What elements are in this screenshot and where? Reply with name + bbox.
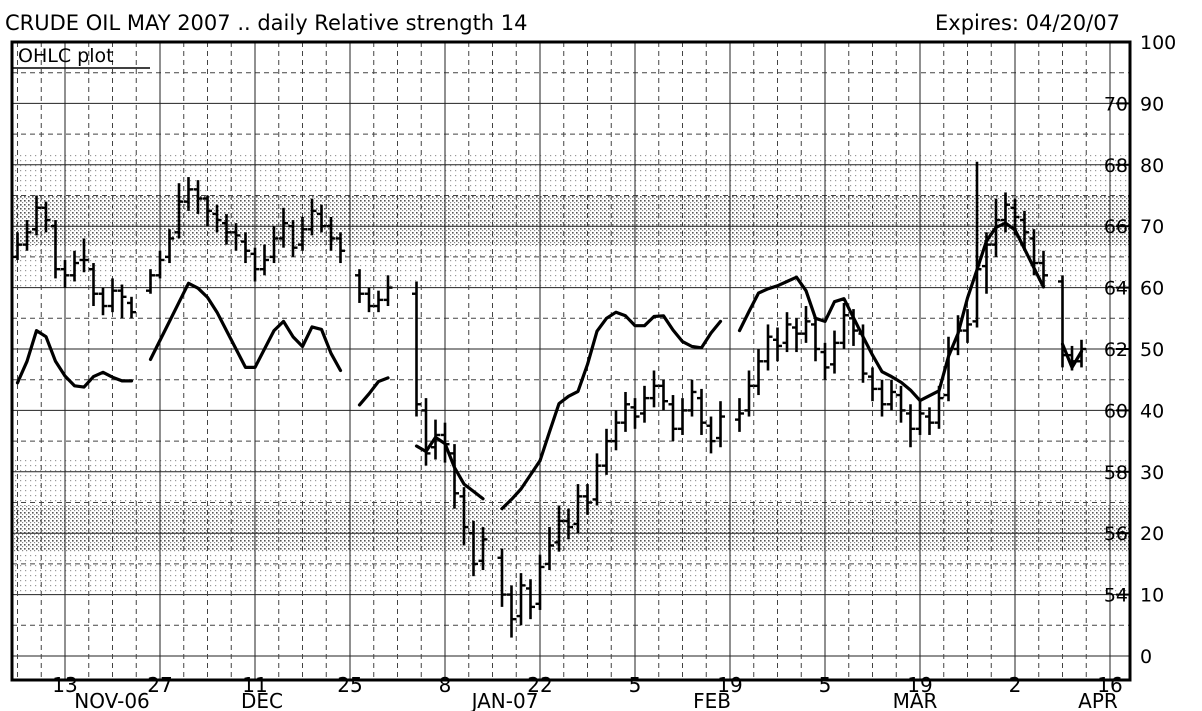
x-tick-label: 5 bbox=[819, 673, 832, 697]
y2-tick-label: 30 bbox=[1140, 462, 1164, 484]
month-label: DEC bbox=[241, 689, 283, 711]
x-tick-label: 16 bbox=[1097, 673, 1122, 697]
chart-title: CRUDE OIL MAY 2007 .. daily Relative str… bbox=[5, 11, 528, 35]
y2-tick-label: 70 bbox=[1140, 216, 1164, 238]
y2-tick-label: 60 bbox=[1140, 278, 1164, 300]
plot-label: OHLC plot bbox=[18, 45, 114, 67]
y-tick-label: 68 bbox=[1104, 155, 1128, 177]
y-tick-label: 70 bbox=[1104, 93, 1128, 115]
light-band bbox=[12, 245, 1130, 290]
marks bbox=[13, 161, 1086, 638]
month-label: FEB bbox=[693, 689, 731, 711]
y-tick-label: 64 bbox=[1104, 278, 1128, 300]
y2-tick-label: 20 bbox=[1140, 523, 1164, 545]
month-label: MAR bbox=[893, 689, 938, 711]
expiry-annotation: Expires: 04/20/07 bbox=[935, 11, 1120, 35]
x-tick-label: 13 bbox=[52, 673, 77, 697]
y2-tick-label: 80 bbox=[1140, 155, 1164, 177]
y2-tick-label: 90 bbox=[1140, 93, 1164, 115]
x-tick-label: 19 bbox=[907, 673, 932, 697]
light-band bbox=[12, 552, 1130, 592]
rsi-line bbox=[15, 221, 1084, 511]
y2-tick-label: 0 bbox=[1140, 646, 1152, 668]
x-tick-label: 5 bbox=[629, 673, 642, 697]
x-tick-label: 25 bbox=[337, 673, 362, 697]
month-label: JAN-07 bbox=[470, 689, 539, 711]
plot-frame bbox=[10, 40, 1132, 682]
y2-tick-label: 10 bbox=[1140, 585, 1164, 607]
y-tick-label: 66 bbox=[1104, 216, 1128, 238]
x-tick-label: 22 bbox=[527, 673, 552, 697]
y2-tick-label: 50 bbox=[1140, 339, 1164, 361]
x-tick-label: 2 bbox=[1009, 673, 1022, 697]
y2-tick-label: 100 bbox=[1140, 32, 1176, 54]
x-tick-label: 11 bbox=[242, 673, 267, 697]
light-band bbox=[12, 460, 1130, 505]
y-tick-label: 54 bbox=[1104, 585, 1128, 607]
y-tick-label: 62 bbox=[1104, 339, 1128, 361]
oversold-band bbox=[12, 505, 1130, 552]
y2-tick-label: 40 bbox=[1140, 400, 1164, 422]
month-label: APR bbox=[1078, 689, 1118, 711]
x-tick-label: 8 bbox=[439, 673, 452, 697]
x-tick-label: 27 bbox=[147, 673, 172, 697]
x-tick-label: 19 bbox=[717, 673, 742, 697]
y-tick-label: 58 bbox=[1104, 462, 1128, 484]
y-tick-label: 56 bbox=[1104, 523, 1128, 545]
y-tick-label: 60 bbox=[1104, 400, 1128, 422]
month-label: NOV-06 bbox=[74, 689, 150, 711]
